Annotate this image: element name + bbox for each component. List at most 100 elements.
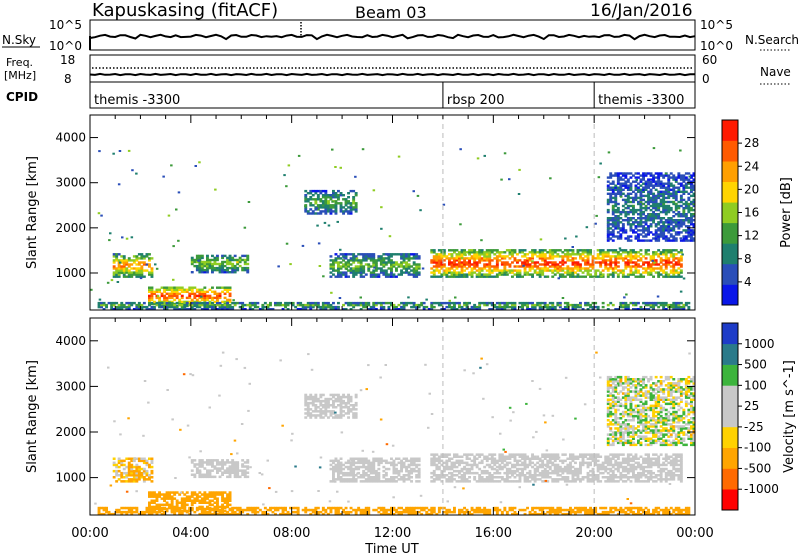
heatmap-cell	[619, 195, 623, 198]
heatmap-cell	[483, 471, 487, 475]
heatmap-cell	[611, 271, 615, 274]
cpid-panel: CPID themis -3300 rbsp 200 themis -3300	[6, 81, 696, 109]
heatmap-cell	[140, 305, 144, 309]
y-tick-label: 2000	[55, 221, 86, 235]
heatmap-cell	[553, 478, 557, 481]
heatmap-cell	[654, 184, 658, 187]
heatmap-cell	[490, 478, 494, 481]
heatmap-cell	[120, 459, 124, 463]
heatmap-cell	[616, 275, 620, 278]
heatmap-cell	[243, 226, 247, 229]
heatmap-cell	[473, 265, 477, 268]
heatmap-cell	[322, 275, 325, 278]
heatmap-cell	[692, 233, 696, 236]
heatmap-cell	[327, 196, 330, 199]
heatmap-cell	[674, 190, 678, 193]
heatmap-cell	[127, 273, 131, 276]
heatmap-cell	[626, 265, 630, 268]
heatmap-cell	[150, 294, 154, 298]
heatmap-cell	[488, 267, 492, 270]
heatmap-cell	[415, 255, 419, 258]
heatmap-cell	[611, 200, 615, 204]
heatmap-cell	[521, 249, 524, 252]
heatmap-cell	[543, 269, 547, 272]
heatmap-cell	[634, 255, 638, 258]
heatmap-cell	[334, 269, 338, 272]
heatmap-cell	[208, 258, 212, 262]
heatmap-cell	[629, 188, 633, 191]
heatmap-cell	[153, 493, 156, 496]
heatmap-cell	[677, 233, 681, 236]
heatmap-cell	[586, 453, 590, 456]
heatmap-cell	[337, 463, 340, 467]
heatmap-cell	[397, 469, 401, 473]
heatmap-cell	[538, 305, 542, 309]
heatmap-cell	[407, 469, 411, 473]
heatmap-cell	[135, 457, 139, 460]
heatmap-cell	[158, 288, 161, 291]
heatmap-cell	[458, 469, 461, 473]
heatmap-cell	[130, 474, 134, 477]
heatmap-cell	[226, 271, 229, 274]
heatmap-cell	[684, 176, 688, 179]
heatmap-cell	[569, 465, 572, 469]
heatmap-cell	[382, 308, 386, 311]
heatmap-cell	[674, 176, 678, 179]
heatmap-cell	[442, 453, 446, 456]
heatmap-cell	[503, 271, 507, 274]
heatmap-cell	[400, 463, 403, 467]
heatmap-cell	[299, 301, 303, 305]
heatmap-cell	[475, 457, 479, 460]
heatmap-cell	[480, 469, 484, 473]
heatmap-cell	[448, 476, 451, 479]
heatmap-cell	[372, 255, 376, 258]
heatmap-cell	[463, 453, 466, 456]
heatmap-cell	[435, 301, 439, 305]
heatmap-cell	[334, 196, 338, 199]
heatmap-cell	[130, 480, 134, 483]
heatmap-cell	[692, 198, 696, 202]
heatmap-cell	[662, 231, 666, 234]
heatmap-cell	[543, 467, 547, 471]
heatmap-cell	[349, 404, 353, 407]
heatmap-cell	[624, 255, 628, 258]
heatmap-cell	[460, 305, 464, 309]
heatmap-cell	[415, 469, 419, 473]
heatmap-cell	[412, 190, 415, 193]
heatmap-cell	[437, 478, 441, 481]
heatmap-cell	[440, 474, 444, 477]
heatmap-cell	[221, 499, 224, 502]
heatmap-cell	[621, 229, 625, 232]
heatmap-cell	[642, 194, 645, 198]
heatmap-cell	[637, 208, 640, 212]
heatmap-cell	[614, 261, 618, 264]
heatmap-cell	[538, 457, 542, 460]
heatmap-cell	[208, 459, 212, 462]
heatmap-cell	[130, 259, 134, 262]
heatmap-cell	[122, 273, 126, 276]
heatmap-cell	[546, 263, 550, 266]
heatmap-cell	[329, 265, 333, 268]
heatmap-cell	[528, 265, 532, 268]
heatmap-cell	[150, 499, 154, 502]
heatmap-cell	[344, 401, 348, 405]
heatmap-cell	[384, 261, 388, 264]
heatmap-cell	[226, 501, 229, 504]
heatmap-cell	[690, 180, 693, 183]
heatmap-cell	[223, 461, 227, 464]
heatmap-cell	[581, 463, 585, 467]
heatmap-cell	[206, 262, 209, 266]
heatmap-cell	[175, 301, 179, 305]
heatmap-cell	[140, 255, 144, 258]
heatmap-cell	[163, 503, 166, 507]
heatmap-cell	[609, 238, 612, 241]
heatmap-cell	[246, 459, 250, 462]
heatmap-cell	[485, 459, 489, 463]
heatmap-cell	[674, 202, 678, 206]
heatmap-cell	[634, 275, 638, 278]
heatmap-cell	[505, 467, 509, 471]
heatmap-cell	[228, 292, 232, 295]
heatmap-cell	[518, 259, 522, 262]
heatmap-cell	[649, 219, 653, 222]
heatmap-cell	[458, 480, 461, 483]
